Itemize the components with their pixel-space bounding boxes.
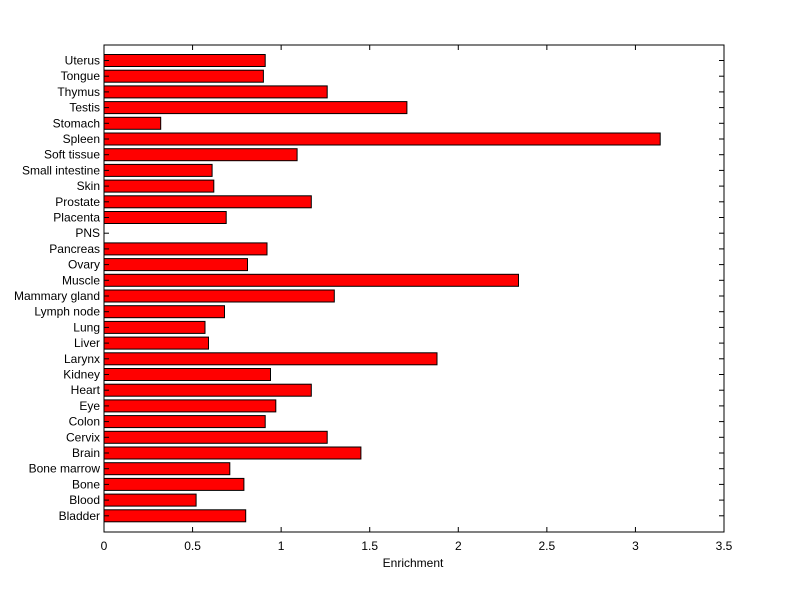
bar-mammary-gland: [103, 289, 335, 303]
y-tick-label-thymus: Thymus: [57, 85, 100, 99]
bar-pancreas: [103, 242, 268, 256]
bar-testis: [103, 101, 408, 115]
bar-bladder: [103, 509, 247, 523]
x-tick-label-2-5: 2.5: [539, 539, 556, 553]
x-tick-label-3-5: 3.5: [716, 539, 733, 553]
bar-lung: [103, 320, 206, 334]
bar-lymph-node: [103, 305, 225, 319]
y-tick-label-spleen: Spleen: [63, 132, 100, 146]
y-tick-label-pancreas: Pancreas: [49, 242, 100, 256]
y-tick-label-kidney: Kidney: [63, 368, 100, 382]
y-tick-label-colon: Colon: [69, 415, 100, 429]
y-tick-label-tongue: Tongue: [61, 69, 101, 83]
y-tick-label-bone-marrow: Bone marrow: [29, 462, 101, 476]
y-tick-label-pns: PNS: [75, 226, 100, 240]
x-tick-label-1-5: 1.5: [361, 539, 378, 553]
y-tick-label-stomach: Stomach: [53, 116, 100, 130]
x-tick-label-2: 2: [455, 539, 462, 553]
y-tick-label-small-intestine: Small intestine: [22, 163, 100, 177]
y-tick-label-muscle: Muscle: [62, 273, 100, 287]
bar-cervix: [103, 430, 328, 444]
bar-larynx: [103, 352, 438, 366]
y-tick-label-soft-tissue: Soft tissue: [44, 148, 100, 162]
y-tick-label-prostate: Prostate: [55, 195, 100, 209]
bar-spleen: [103, 132, 661, 146]
bar-muscle: [103, 273, 519, 287]
bar-thymus: [103, 85, 328, 99]
bar-soft-tissue: [103, 148, 298, 162]
y-tick-label-bone: Bone: [72, 477, 100, 491]
x-axis-label: Enrichment: [383, 556, 444, 570]
bar-blood: [103, 493, 197, 507]
bar-brain: [103, 446, 362, 460]
bar-small-intestine: [103, 163, 213, 177]
bar-bone-marrow: [103, 462, 231, 476]
y-tick-label-lung: Lung: [73, 320, 100, 334]
bar-ovary: [103, 258, 248, 272]
x-tick-label-0: 0: [101, 539, 108, 553]
y-tick-label-brain: Brain: [72, 446, 100, 460]
y-tick-label-liver: Liver: [74, 336, 100, 350]
bar-placenta: [103, 211, 227, 224]
bar-uterus: [103, 54, 266, 67]
y-tick-label-cervix: Cervix: [66, 430, 100, 444]
bar-stomach: [103, 116, 162, 130]
x-tick-label-0-5: 0.5: [184, 539, 201, 553]
x-tick-label-1: 1: [278, 539, 285, 553]
y-tick-label-mammary-gland: Mammary gland: [14, 289, 100, 303]
plot-frame: [103, 44, 725, 533]
bar-prostate: [103, 195, 312, 209]
bar-liver: [103, 336, 209, 350]
bar-heart: [103, 383, 312, 397]
y-tick-label-blood: Blood: [69, 493, 100, 507]
bar-colon: [103, 415, 266, 429]
y-tick-label-placenta: Placenta: [53, 211, 100, 225]
y-tick-label-uterus: Uterus: [65, 54, 100, 68]
bar-eye: [103, 399, 277, 413]
y-tick-label-eye: Eye: [79, 399, 100, 413]
x-tick-label-3: 3: [632, 539, 639, 553]
bar-skin: [103, 179, 215, 193]
y-tick-label-testis: Testis: [69, 101, 100, 115]
y-tick-label-skin: Skin: [77, 179, 100, 193]
bar-tongue: [103, 69, 264, 83]
bar-kidney: [103, 368, 271, 381]
y-tick-label-ovary: Ovary: [68, 258, 100, 272]
bar-bone: [103, 477, 245, 491]
y-tick-label-larynx: Larynx: [64, 352, 100, 366]
y-tick-label-heart: Heart: [71, 383, 101, 397]
y-tick-label-bladder: Bladder: [59, 509, 100, 523]
y-tick-label-lymph-node: Lymph node: [34, 305, 100, 319]
